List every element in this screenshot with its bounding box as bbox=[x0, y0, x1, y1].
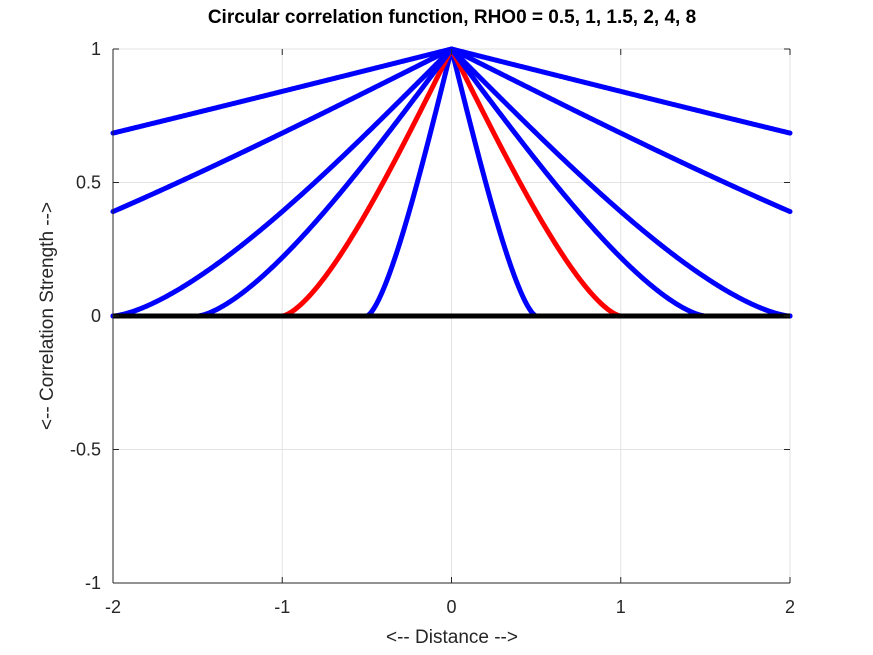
x-axis-label: <-- Distance --> bbox=[386, 627, 518, 648]
x-tick-label-0: -2 bbox=[105, 597, 121, 617]
tick-labels: -2 -1 0 1 2-1-0.500.51 bbox=[70, 39, 795, 617]
axes bbox=[112, 48, 791, 584]
x-tick-label-1: -1 bbox=[274, 597, 290, 617]
x-tick-label-4: 2 bbox=[785, 597, 795, 617]
y-tick-label-4: 1 bbox=[91, 39, 101, 59]
x-tick-label-3: 1 bbox=[616, 597, 626, 617]
y-tick-label-2: 0 bbox=[91, 306, 101, 326]
y-axis-label: <-- Correlation Strength --> bbox=[37, 202, 58, 430]
y-tick-label-1: -0.5 bbox=[70, 440, 101, 460]
chart-title: Circular correlation function, RHO0 = 0.… bbox=[208, 7, 696, 28]
y-tick-label-3: 0.5 bbox=[76, 173, 101, 193]
y-tick-label-0: -1 bbox=[85, 573, 101, 593]
x-tick-label-2: 0 bbox=[446, 597, 456, 617]
